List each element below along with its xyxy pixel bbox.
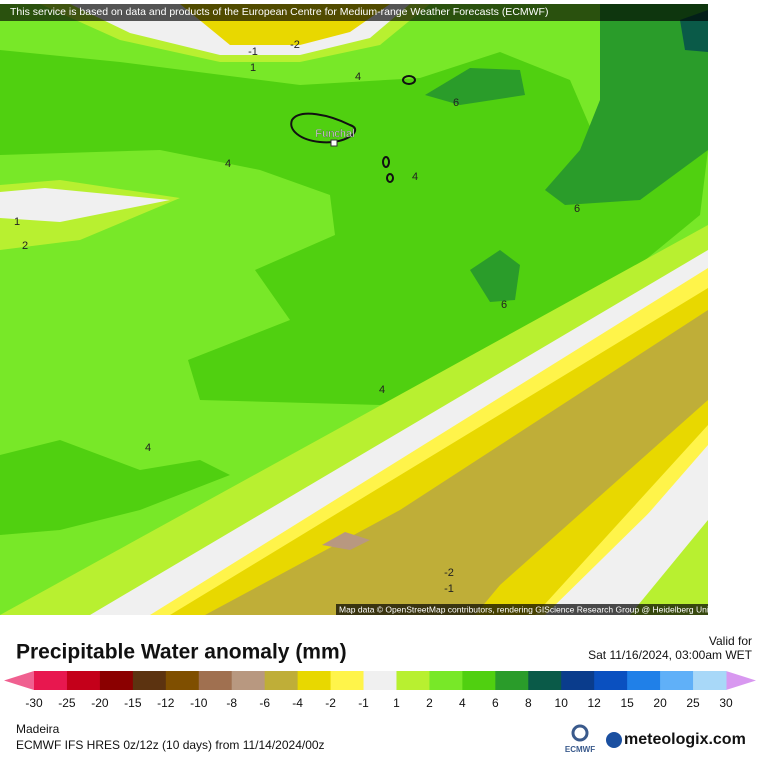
color-swatch [462, 671, 496, 690]
attribution: Map data © OpenStreetMap contributors, r… [339, 604, 734, 614]
contour-label: -1 [444, 583, 454, 595]
colorbar-tick-label: 6 [492, 696, 499, 710]
color-swatch [264, 671, 299, 690]
contour-label: 4 [355, 71, 361, 83]
attribution-bar [336, 604, 708, 615]
colorbar-tick-label: -20 [91, 696, 109, 710]
area [322, 532, 370, 550]
color-swatch [34, 671, 68, 690]
color-swatch [528, 671, 562, 690]
colorbar-tick-label: -2 [325, 696, 336, 710]
model-info: ECMWF IFS HRES 0z/12z (10 days) from 11/… [16, 738, 325, 752]
contour-label: 1 [14, 216, 20, 228]
color-swatch [396, 671, 430, 690]
area [0, 440, 230, 535]
island-outline [382, 156, 390, 168]
contour-label: 6 [501, 299, 507, 311]
credit-bar [0, 4, 708, 21]
area [630, 520, 708, 615]
contour-label: 6 [574, 203, 580, 215]
colorbar-tick-label: 8 [525, 696, 532, 710]
color-swatch [363, 671, 397, 690]
brand-logo [606, 732, 622, 748]
area [0, 50, 708, 405]
over-triangle [726, 671, 756, 690]
colorbar-tick-label: 2 [426, 696, 433, 710]
colorbar-tick-label: 15 [620, 696, 634, 710]
color-swatch [132, 671, 167, 690]
island-outline [386, 173, 394, 183]
credit: This service is based on data and produc… [10, 6, 548, 18]
contour-label: -2 [444, 567, 454, 579]
colorbar-tick-label: 4 [459, 696, 466, 710]
area [470, 250, 520, 302]
area [205, 310, 708, 615]
colorbar-tick-label: -8 [226, 696, 237, 710]
contour-label: 4 [379, 384, 385, 396]
colorbar-tick-label: 1 [393, 696, 400, 710]
colorbar-tick-label: 30 [719, 696, 733, 710]
color-swatch [660, 671, 694, 690]
color-swatch [198, 671, 233, 690]
area [545, 4, 708, 205]
color-swatch [594, 671, 628, 690]
colorbar-tick-label: -10 [190, 696, 208, 710]
color-swatch [561, 671, 595, 690]
contour-label: 4 [412, 171, 418, 183]
colorbar-tick-label: 10 [555, 696, 569, 710]
under-triangle [4, 671, 34, 690]
colorbar-tick-label: 20 [653, 696, 667, 710]
colorbar-tick-label: -25 [58, 696, 76, 710]
color-swatch [231, 671, 266, 690]
area [0, 188, 170, 222]
city-marker [330, 139, 338, 147]
colorbar-tick-label: -15 [124, 696, 142, 710]
colorbar-tick-label: -1 [358, 696, 369, 710]
legend-title: Precipitable Water anomaly (mm) [16, 641, 347, 664]
contour-label: -1 [248, 46, 258, 58]
ecmwf-label: ECMWF [565, 745, 595, 754]
island-outline [402, 75, 416, 85]
area [170, 288, 708, 615]
color-swatch [297, 671, 332, 690]
colorbar-tick-label: -4 [292, 696, 303, 710]
contour-label: -2 [290, 39, 300, 51]
contour-label: 6 [453, 97, 459, 109]
color-swatch [66, 671, 101, 690]
contour-label: 4 [145, 442, 151, 454]
color-swatch [330, 671, 365, 690]
island-outline [290, 112, 357, 144]
brand: meteologix.com [624, 731, 746, 748]
contour-label: 1 [250, 62, 256, 74]
color-swatch [429, 671, 463, 690]
region: Madeira [16, 722, 60, 736]
colorbar-tick-label: 12 [588, 696, 602, 710]
color-swatch [495, 671, 529, 690]
colorbar-tick-label: -6 [259, 696, 270, 710]
valid-label: Valid for [709, 634, 752, 648]
contour-label: 2 [22, 240, 28, 252]
color-swatch [693, 671, 727, 690]
map: Funchal This service is based on data an… [0, 4, 734, 615]
color-swatch [99, 671, 134, 690]
colorbar-tick-label: -12 [157, 696, 175, 710]
colorbar-tick-label: 25 [686, 696, 700, 710]
color-swatch [165, 671, 200, 690]
city-label: Funchal [315, 128, 354, 140]
colorbar-tick-label: -30 [25, 696, 43, 710]
area [425, 68, 525, 105]
valid-time: Sat 11/16/2024, 03:00am WET [588, 648, 753, 662]
ecmwf-logo [571, 724, 589, 742]
color-swatch [627, 671, 661, 690]
contour-label: 4 [225, 158, 231, 170]
